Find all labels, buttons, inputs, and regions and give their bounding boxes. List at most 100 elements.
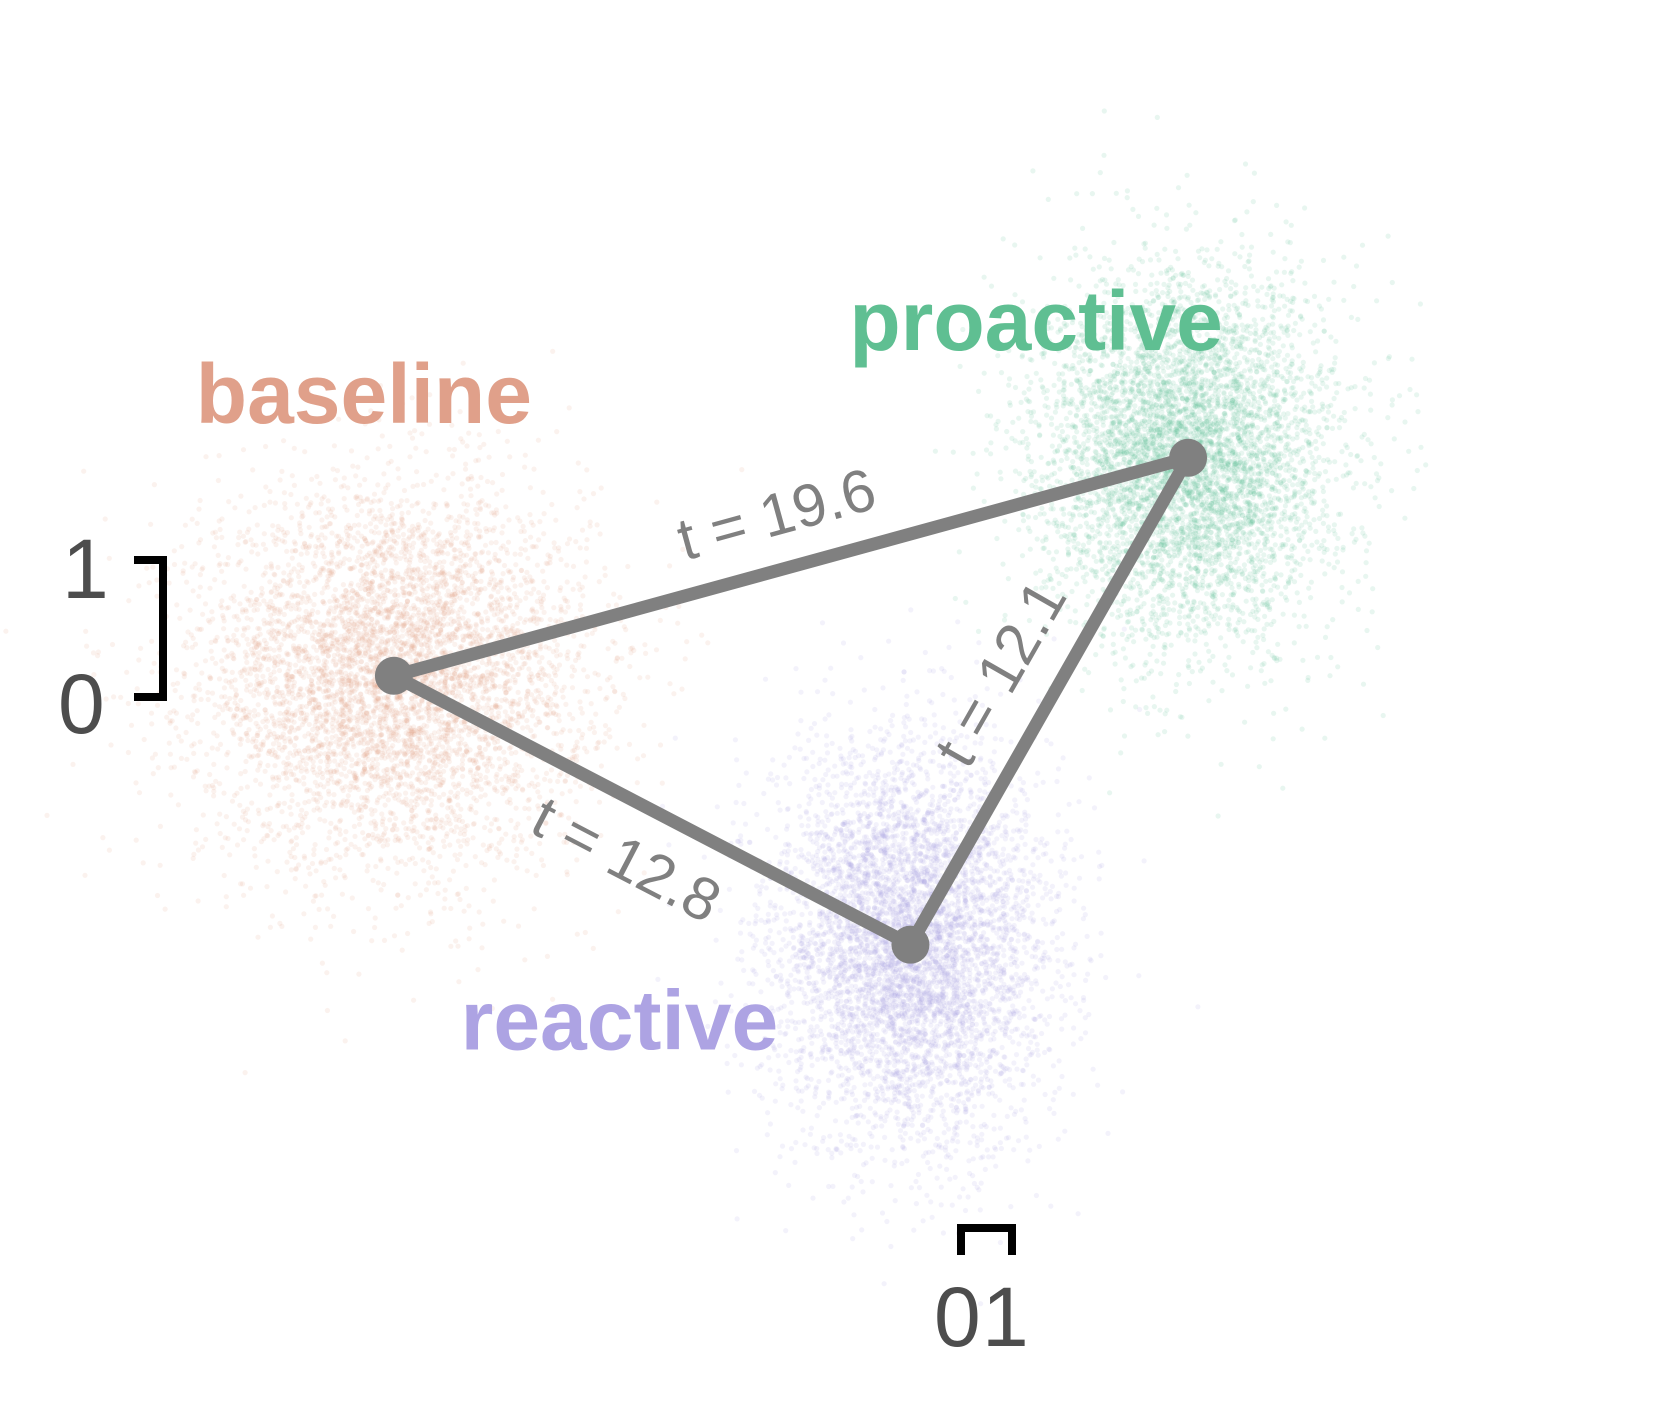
point-baseline [343,587,349,594]
point-baseline [326,577,332,583]
point-baseline [254,522,260,528]
point-baseline [464,749,470,755]
point-baseline [481,761,488,767]
point-baseline [425,840,431,846]
point-baseline [510,623,516,629]
point-baseline [345,629,351,635]
point-baseline [535,437,542,443]
point-baseline [288,725,294,731]
point-baseline [356,638,362,645]
point-baseline [374,598,380,604]
point-baseline [260,673,266,680]
point-baseline [488,540,494,546]
point-baseline [182,522,188,528]
point-baseline [478,474,484,481]
point-baseline [106,847,112,853]
point-baseline [194,768,200,774]
point-baseline [341,873,347,879]
point-baseline [293,835,299,841]
point-baseline [531,466,537,472]
point-baseline [272,699,278,705]
point-baseline [541,579,547,585]
point-baseline [240,447,247,453]
point-baseline [449,609,455,615]
point-baseline [334,598,340,604]
point-baseline [611,591,617,597]
point-baseline [598,485,604,491]
point-baseline [212,577,218,583]
point-baseline [289,710,296,717]
point-baseline [345,793,351,799]
point-baseline [557,587,563,594]
point-baseline [570,716,576,722]
point-baseline [275,523,281,529]
point-baseline [214,821,220,827]
point-baseline [242,817,249,823]
point-baseline [564,541,571,547]
point-baseline [154,892,161,899]
point-baseline [440,571,446,577]
point-baseline [475,765,481,771]
point-baseline [378,519,384,525]
point-baseline [596,579,602,585]
point-baseline [431,505,437,511]
point-baseline [296,669,302,675]
point-baseline [460,633,466,639]
point-baseline [429,679,435,685]
point-baseline [189,516,195,522]
point-baseline [343,852,349,858]
point-baseline [359,508,365,514]
point-baseline [280,824,286,830]
point-baseline [573,657,579,664]
point-baseline [190,855,196,862]
point-baseline [370,556,376,562]
point-baseline [411,836,417,842]
point-baseline [449,540,455,546]
point-baseline [473,810,479,816]
point-baseline [446,712,452,718]
point-baseline [523,696,530,702]
point-baseline [543,644,549,650]
point-baseline [433,472,439,478]
point-baseline [309,860,316,867]
point-baseline [298,531,304,537]
point-baseline [44,812,50,819]
point-baseline [619,655,625,661]
point-baseline [171,561,178,568]
point-baseline [394,624,400,631]
point-baseline [312,924,318,931]
point-baseline [302,449,308,455]
point-baseline [486,503,492,509]
point-baseline [409,696,415,702]
point-baseline [234,842,241,848]
point-baseline [215,711,221,717]
point-baseline [539,857,545,863]
point-baseline [82,872,88,878]
point-baseline [217,526,223,533]
point-baseline [240,533,246,539]
point-baseline [555,778,561,785]
point-baseline [303,614,309,620]
point-baseline [301,658,307,664]
point-baseline [211,761,217,768]
point-baseline [458,728,465,734]
point-baseline [325,906,331,912]
point-baseline [534,620,540,627]
point-baseline [657,617,663,624]
point-baseline [370,588,376,594]
point-baseline [343,803,349,809]
point-baseline [582,574,588,580]
point-baseline [528,692,535,698]
point-baseline [289,838,295,844]
point-baseline [305,580,311,586]
point-baseline [538,665,545,671]
point-baseline [362,476,368,483]
point-baseline [626,741,633,748]
point-baseline [315,743,322,749]
point-baseline [506,587,512,593]
point-baseline [463,862,469,869]
point-baseline [357,549,363,555]
point-baseline [357,653,363,659]
point-baseline [235,562,241,568]
point-baseline [448,599,454,606]
